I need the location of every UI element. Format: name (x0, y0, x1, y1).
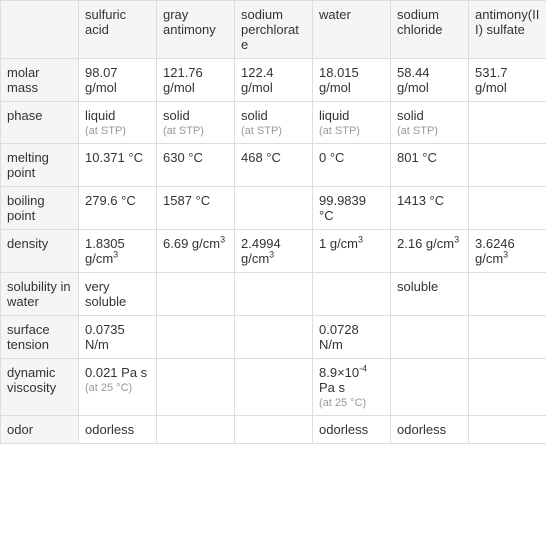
cell-value (235, 273, 313, 316)
cell-value (313, 273, 391, 316)
header-water: water (313, 1, 391, 59)
row-label: boiling point (1, 187, 79, 230)
cell-value: 8.9×10-4 Pa s (at 25 °C) (313, 359, 391, 416)
cell-value: 531.7 g/mol (469, 59, 546, 102)
cell-value: 99.9839 °C (313, 187, 391, 230)
cell-value (391, 316, 469, 359)
cell-value (469, 187, 546, 230)
cell-value: 122.4 g/mol (235, 59, 313, 102)
cell-value: 468 °C (235, 144, 313, 187)
cell-value (469, 144, 546, 187)
header-row: sulfuric acid gray antimony sodium perch… (1, 1, 546, 59)
cell-text: 0.021 Pa s (85, 365, 147, 380)
cell-value (157, 359, 235, 416)
row-melting-point: melting point 10.371 °C 630 °C 468 °C 0 … (1, 144, 546, 187)
cell-value (157, 416, 235, 444)
row-label: melting point (1, 144, 79, 187)
cell-note: (at STP) (85, 125, 150, 137)
cell-value: 18.015 g/mol (313, 59, 391, 102)
row-label: dynamic viscosity (1, 359, 79, 416)
cell-value: 2.4994 g/cm3 (235, 230, 313, 273)
cell-text: liquid (85, 108, 115, 123)
cell-note: (at STP) (163, 125, 228, 137)
cell-value: 801 °C (391, 144, 469, 187)
row-dynamic-viscosity: dynamic viscosity 0.021 Pa s (at 25 °C) 8… (1, 359, 546, 416)
cell-note: (at STP) (241, 125, 306, 137)
cell-text: 8.9×10-4 Pa s (319, 365, 367, 395)
cell-value: 10.371 °C (79, 144, 157, 187)
cell-text: solid (397, 108, 424, 123)
header-antimony-sulfate: antimony(III) sulfate (469, 1, 546, 59)
cell-value (469, 316, 546, 359)
cell-value: 0.0735 N/m (79, 316, 157, 359)
row-label: surface tension (1, 316, 79, 359)
cell-value (469, 359, 546, 416)
row-label: phase (1, 102, 79, 144)
cell-text: liquid (319, 108, 349, 123)
header-gray-antimony: gray antimony (157, 1, 235, 59)
row-label: molar mass (1, 59, 79, 102)
cell-value: liquid (at STP) (79, 102, 157, 144)
cell-value (157, 273, 235, 316)
cell-value (391, 359, 469, 416)
cell-value: very soluble (79, 273, 157, 316)
cell-note: (at 25 °C) (85, 382, 150, 394)
cell-value: 2.16 g/cm3 (391, 230, 469, 273)
cell-value: 279.6 °C (79, 187, 157, 230)
cell-value: 1 g/cm3 (313, 230, 391, 273)
row-label: density (1, 230, 79, 273)
cell-value: odorless (391, 416, 469, 444)
cell-text: solid (163, 108, 190, 123)
cell-value: odorless (313, 416, 391, 444)
cell-value: solid (at STP) (157, 102, 235, 144)
cell-value (469, 416, 546, 444)
cell-value: 630 °C (157, 144, 235, 187)
properties-table: sulfuric acid gray antimony sodium perch… (0, 0, 546, 444)
cell-value: liquid (at STP) (313, 102, 391, 144)
cell-value: 121.76 g/mol (157, 59, 235, 102)
cell-value (157, 316, 235, 359)
row-density: density 1.8305 g/cm3 6.69 g/cm3 2.4994 g… (1, 230, 546, 273)
cell-value: soluble (391, 273, 469, 316)
cell-note: (at 25 °C) (319, 397, 384, 409)
row-boiling-point: boiling point 279.6 °C 1587 °C 99.9839 °… (1, 187, 546, 230)
row-label: odor (1, 416, 79, 444)
header-sodium-chloride: sodium chloride (391, 1, 469, 59)
cell-value: 6.69 g/cm3 (157, 230, 235, 273)
cell-value: solid (at STP) (235, 102, 313, 144)
row-phase: phase liquid (at STP) solid (at STP) solid… (1, 102, 546, 144)
cell-value (235, 359, 313, 416)
cell-value: 0.021 Pa s (at 25 °C) (79, 359, 157, 416)
cell-value: 0.0728 N/m (313, 316, 391, 359)
cell-value: 1.8305 g/cm3 (79, 230, 157, 273)
header-empty (1, 1, 79, 59)
cell-value (469, 273, 546, 316)
cell-value: odorless (79, 416, 157, 444)
cell-value: solid (at STP) (391, 102, 469, 144)
cell-value: 1413 °C (391, 187, 469, 230)
row-molar-mass: molar mass 98.07 g/mol 121.76 g/mol 122.… (1, 59, 546, 102)
header-sulfuric-acid: sulfuric acid (79, 1, 157, 59)
row-label: solubility in water (1, 273, 79, 316)
cell-value: 3.6246 g/cm3 (469, 230, 546, 273)
row-solubility: solubility in water very soluble soluble (1, 273, 546, 316)
cell-value (235, 187, 313, 230)
row-surface-tension: surface tension 0.0735 N/m 0.0728 N/m (1, 316, 546, 359)
cell-note: (at STP) (319, 125, 384, 137)
cell-value: 0 °C (313, 144, 391, 187)
cell-value (235, 416, 313, 444)
cell-text: solid (241, 108, 268, 123)
cell-value: 58.44 g/mol (391, 59, 469, 102)
cell-note: (at STP) (397, 125, 462, 137)
cell-value: 1587 °C (157, 187, 235, 230)
cell-value: 98.07 g/mol (79, 59, 157, 102)
cell-value (235, 316, 313, 359)
header-sodium-perchlorate: sodium perchlorate (235, 1, 313, 59)
cell-value (469, 102, 546, 144)
row-odor: odor odorless odorless odorless (1, 416, 546, 444)
